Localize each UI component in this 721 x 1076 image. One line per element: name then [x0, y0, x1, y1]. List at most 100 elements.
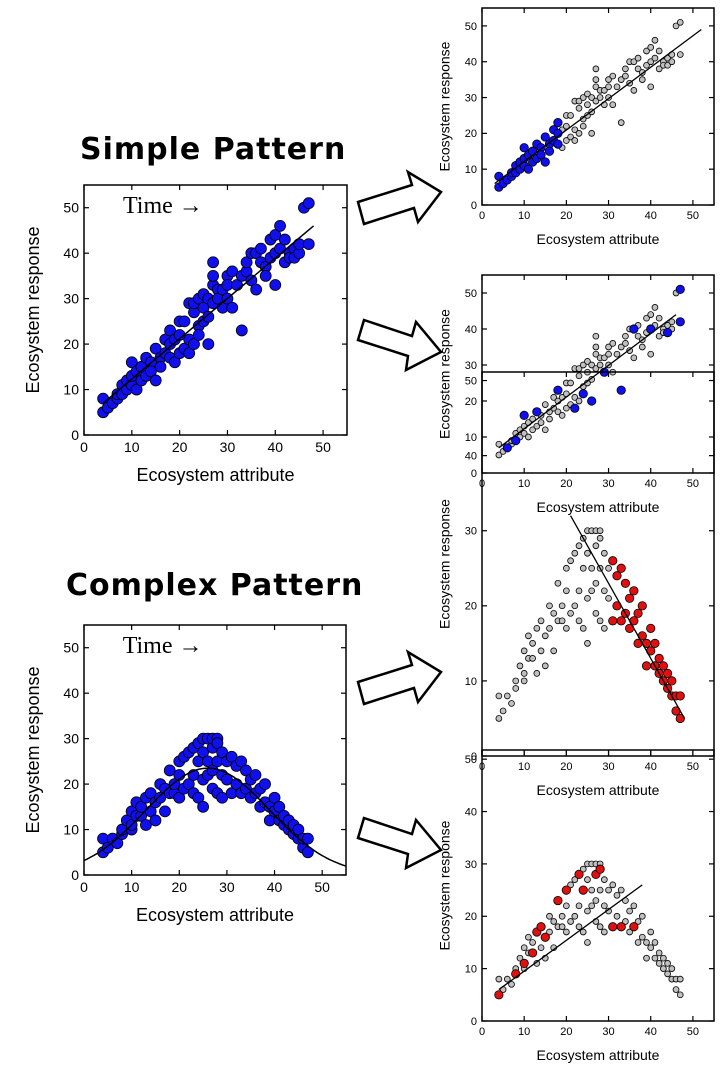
data-point: [567, 609, 574, 617]
highlighted-point: [225, 750, 238, 763]
y-tick-label: 0: [71, 427, 79, 443]
data-point: [605, 76, 612, 83]
data-point: [592, 83, 600, 91]
data-point: [613, 912, 621, 920]
highlighted-point: [587, 396, 597, 406]
highlighted-point: [125, 356, 138, 369]
data-point: [630, 87, 638, 94]
data-point: [622, 332, 629, 340]
y-axis-label: Ecosystem response: [437, 499, 453, 629]
x-axis-label: Ecosystem attribute: [537, 782, 660, 798]
data-point: [567, 557, 574, 565]
data-point: [579, 865, 587, 873]
data-point: [541, 401, 549, 408]
highlighted-point: [273, 800, 286, 813]
highlighted-point: [519, 143, 529, 153]
highlighted-point: [544, 146, 555, 156]
data-point: [638, 76, 646, 83]
data-point: [596, 617, 604, 625]
data-point: [520, 670, 528, 677]
data-point: [672, 22, 680, 30]
data-point: [567, 379, 574, 387]
highlighted-point: [654, 653, 664, 663]
y-axis-label: Ecosystem response: [23, 226, 43, 393]
data-point: [558, 923, 566, 931]
arrow-complex-to-sub1: [356, 649, 443, 706]
data-point: [634, 65, 642, 73]
highlighted-point: [278, 233, 291, 246]
data-point: [571, 394, 579, 401]
highlighted-point: [553, 118, 563, 128]
data-point: [622, 340, 629, 347]
data-point: [508, 700, 515, 707]
y-tick-label: 40: [465, 806, 477, 818]
fit-line: [498, 884, 643, 991]
x-tick-label: 20: [560, 1026, 572, 1038]
highlighted-point: [178, 315, 191, 328]
y-tick-label: 50: [465, 754, 477, 766]
data-point: [655, 949, 663, 957]
highlighted-point: [536, 922, 546, 932]
highlighted-point: [561, 885, 571, 895]
data-point: [638, 343, 646, 351]
data-point: [567, 918, 574, 925]
x-tick-label: 40: [267, 879, 283, 895]
x-tick-label: 40: [645, 210, 657, 222]
highlighted-point: [202, 338, 215, 350]
highlighted-point: [235, 324, 248, 337]
x-tick-label: 20: [560, 478, 572, 490]
highlighted-point: [207, 256, 220, 269]
y-tick-label: 40: [63, 245, 79, 261]
data-point: [558, 412, 566, 419]
data-point: [588, 886, 596, 894]
data-point: [563, 404, 570, 412]
highlighted-point: [302, 238, 315, 250]
y-tick-label: 10: [465, 164, 477, 176]
data-point: [622, 72, 629, 80]
data-point: [613, 350, 621, 358]
y-tick-label: 10: [465, 676, 477, 688]
highlighted-point: [192, 791, 205, 804]
data-point: [592, 350, 600, 358]
y-axis-label: Ecosystem response: [437, 820, 453, 950]
data-point: [584, 907, 591, 915]
data-point: [592, 579, 600, 587]
data-point: [613, 83, 621, 91]
highlighted-point: [197, 746, 209, 759]
data-point: [655, 47, 663, 55]
data-point: [668, 318, 676, 326]
data-point: [655, 960, 663, 967]
y-tick-label: 50: [63, 200, 79, 216]
highlighted-point: [192, 329, 205, 341]
highlighted-point: [616, 922, 626, 932]
data-point: [600, 354, 608, 362]
data-point: [579, 928, 587, 936]
data-point: [550, 609, 558, 617]
data-point: [541, 426, 549, 434]
data-point: [575, 617, 583, 625]
x-tick-label: 20: [560, 210, 572, 222]
data-point: [596, 534, 604, 542]
highlighted-point: [149, 374, 162, 387]
data-point: [537, 419, 545, 426]
data-point: [558, 617, 566, 625]
data-point: [592, 76, 600, 83]
y-tick-label: 0: [471, 468, 477, 480]
data-point: [563, 928, 570, 936]
arrow-simple-to-sub2: [356, 318, 443, 373]
data-point: [525, 632, 532, 640]
data-point: [630, 58, 638, 66]
data-point: [541, 632, 549, 640]
fit-line: [102, 225, 315, 404]
chart-complex-main: 0 10 20 30 40 50 0 10 20 30 40 50 Ecosystem attribut…: [23, 624, 347, 925]
highlighted-point: [183, 347, 196, 360]
highlighted-point: [574, 869, 584, 879]
data-point: [647, 83, 655, 91]
highlighted-point: [519, 410, 529, 420]
highlighted-point: [292, 823, 305, 836]
data-point: [516, 954, 524, 962]
y-tick-label: 50: [465, 375, 477, 387]
